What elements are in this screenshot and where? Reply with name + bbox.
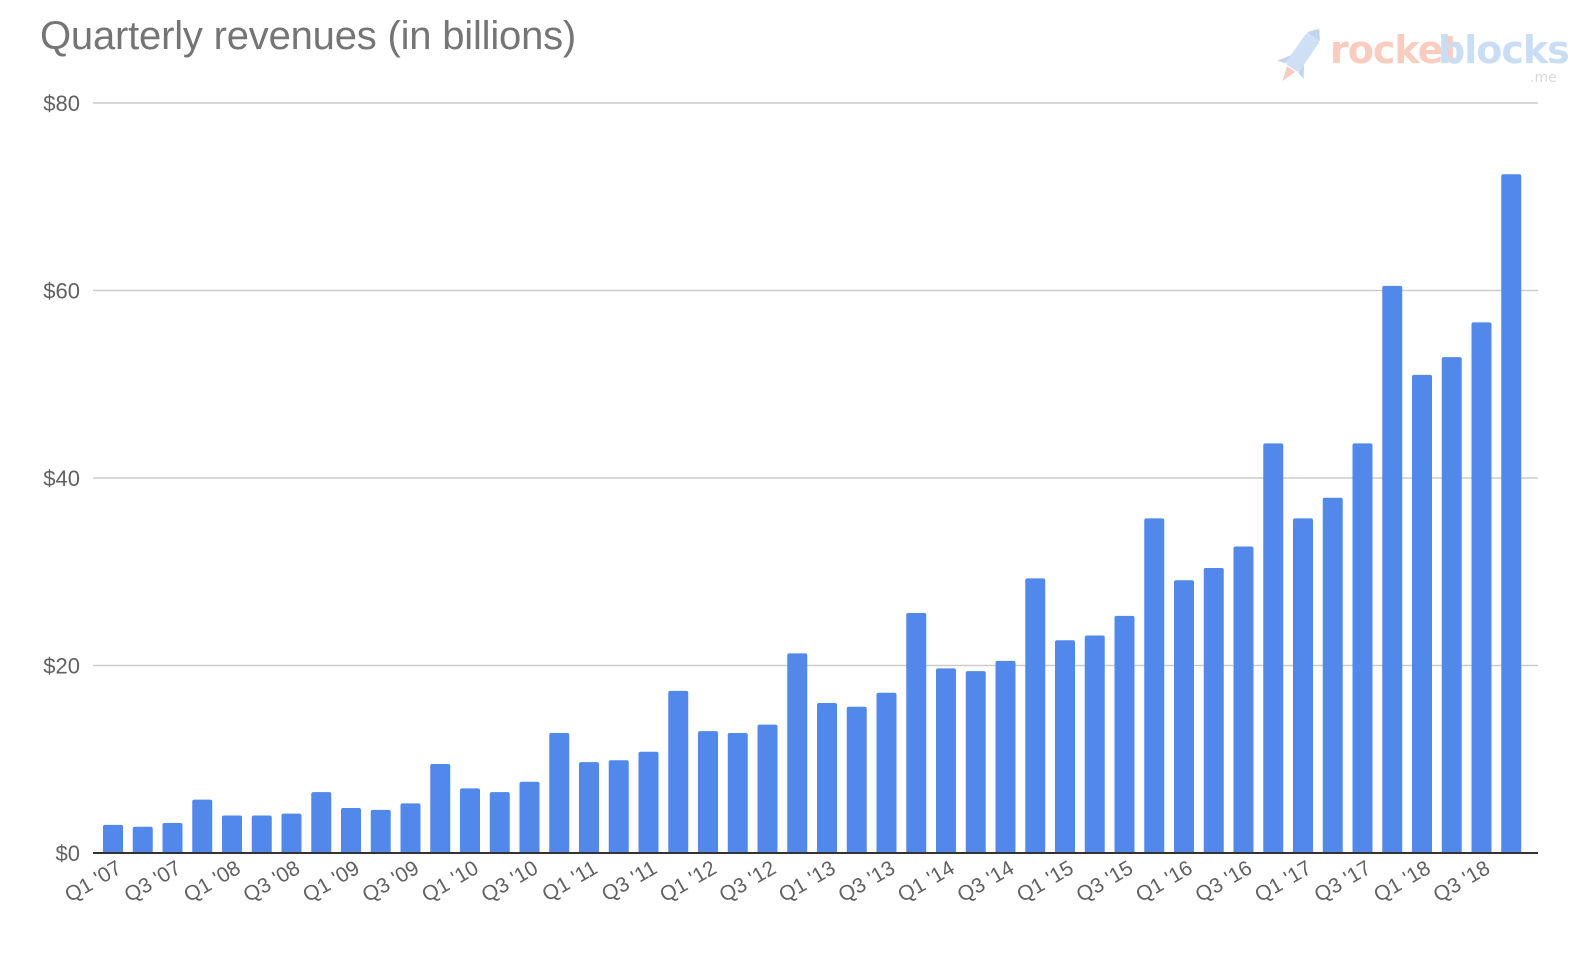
x-tick-label: Q3 '11 — [598, 856, 661, 906]
watermark-rocket-text: rocket — [1330, 28, 1461, 72]
bar — [1382, 285, 1403, 853]
watermark-blocks-text: blocks — [1438, 28, 1570, 72]
y-tick-label: $0 — [56, 841, 80, 866]
bar — [430, 763, 451, 853]
x-tick-label: Q1 '16 — [1132, 856, 1197, 907]
bar — [489, 792, 510, 853]
bar — [1412, 374, 1432, 853]
x-tick-label: Q1 '17 — [1251, 856, 1316, 907]
watermark-suffix-text: .me — [1530, 70, 1557, 86]
x-tick-label: Q1 '14 — [894, 856, 959, 907]
bar — [132, 826, 153, 853]
bar — [192, 799, 213, 853]
bar — [549, 733, 570, 853]
watermark-logo: rocket blocks .me — [1268, 24, 1570, 94]
x-tick-label: Q3 '17 — [1310, 856, 1375, 907]
bar — [311, 792, 332, 853]
x-tick-label: Q3 '12 — [715, 856, 780, 907]
bar — [757, 724, 778, 853]
chart-title: Quarterly revenues (in billions) — [40, 14, 577, 58]
y-tick-label: $60 — [43, 279, 80, 304]
bar — [1263, 443, 1284, 853]
bar — [103, 824, 123, 853]
x-tick-label: Q3 '18 — [1429, 856, 1494, 907]
bar — [222, 815, 242, 853]
bar — [1203, 568, 1224, 853]
x-tick-label: Q1 '09 — [299, 856, 364, 907]
x-tick-label: Q3 '13 — [834, 856, 899, 907]
y-tick-label: $40 — [43, 466, 80, 491]
bar — [519, 781, 540, 853]
bar — [1144, 518, 1165, 853]
bar — [1322, 497, 1343, 853]
bar — [341, 808, 361, 853]
x-tick-label: Q1 '10 — [418, 856, 483, 907]
bar — [668, 690, 689, 853]
bar — [1174, 580, 1194, 853]
y-tick-label: $80 — [43, 91, 80, 116]
bar — [846, 706, 867, 853]
bar — [1293, 518, 1313, 853]
x-tick-label: Q1 '11 — [538, 856, 601, 906]
bar — [281, 813, 302, 853]
rocket-icon — [1277, 28, 1321, 82]
bar — [727, 733, 748, 853]
bar — [936, 668, 956, 853]
x-tick-label: Q1 '18 — [1370, 856, 1435, 907]
x-tick-label: Q1 '08 — [180, 856, 245, 907]
bar — [638, 751, 659, 853]
bar — [1441, 357, 1462, 853]
bar — [370, 809, 391, 853]
x-tick-label: Q3 '10 — [477, 856, 542, 907]
bar — [1352, 443, 1373, 853]
bars — [103, 174, 1522, 853]
bar — [1055, 640, 1075, 853]
bar — [579, 762, 599, 853]
bar — [965, 671, 986, 853]
bar — [251, 815, 272, 853]
bar — [1084, 635, 1105, 853]
x-tick-label: Q1 '15 — [1013, 856, 1078, 907]
bar — [787, 653, 808, 853]
bar — [995, 660, 1016, 853]
x-tick-label: Q1 '12 — [656, 856, 721, 907]
bar — [906, 613, 927, 853]
x-tick-label: Q3 '15 — [1072, 856, 1137, 907]
x-tick-label: Q3 '09 — [358, 856, 423, 907]
bar — [1501, 174, 1522, 853]
bar — [608, 760, 629, 853]
bar — [817, 703, 837, 853]
x-tick-label: Q3 '16 — [1191, 856, 1256, 907]
bar — [876, 692, 897, 853]
bar — [1471, 322, 1492, 853]
bar — [1233, 546, 1254, 853]
x-tick-label: Q1 '13 — [775, 856, 840, 907]
y-tick-labels: $0 $20 $40 $60 $80 — [43, 91, 80, 866]
bar — [1114, 615, 1135, 853]
bar — [400, 803, 421, 853]
grid-lines — [93, 102, 1538, 667]
x-tick-label: Q3 '14 — [953, 856, 1018, 907]
x-tick-label: Q3 '07 — [120, 856, 185, 907]
y-tick-label: $20 — [43, 654, 80, 679]
bar — [698, 731, 718, 853]
bar — [162, 823, 183, 853]
bar — [460, 788, 480, 853]
bar — [1025, 578, 1046, 853]
x-tick-label: Q3 '08 — [239, 856, 304, 907]
